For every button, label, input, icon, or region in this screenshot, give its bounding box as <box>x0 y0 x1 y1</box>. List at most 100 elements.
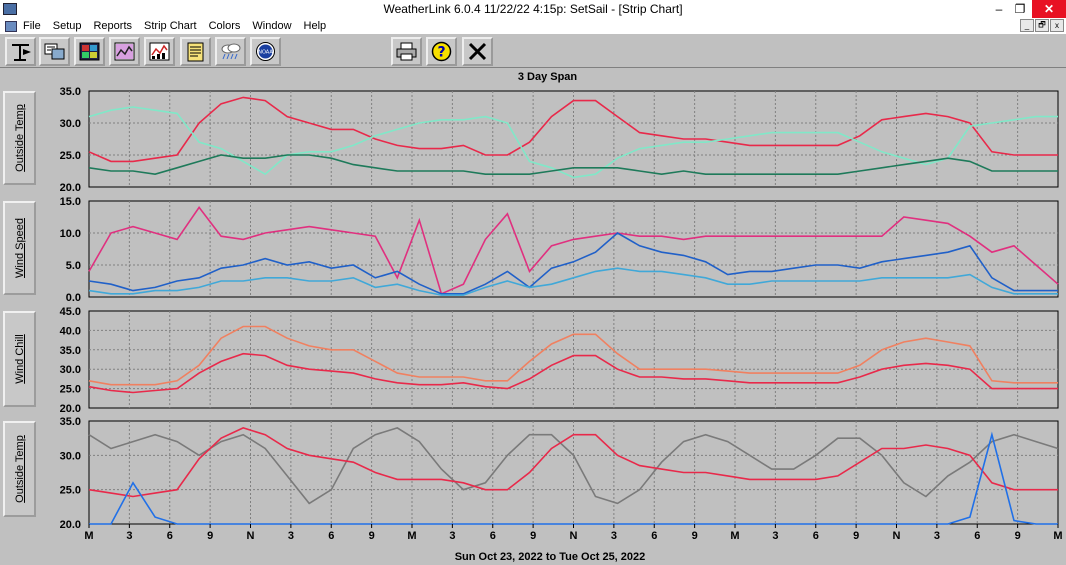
mdi-close-button[interactable]: x <box>1050 19 1064 32</box>
y-tick-label: 25.0 <box>60 485 81 497</box>
bulletin-icon <box>79 42 100 61</box>
x-tick-label: 9 <box>207 530 213 542</box>
y-tick-label: 20.0 <box>60 403 81 415</box>
series-line <box>88 267 1058 296</box>
menu-help[interactable]: Help <box>303 20 327 32</box>
x-tick-label: M <box>407 530 416 542</box>
series-line <box>88 427 1059 505</box>
minimize-button[interactable]: – <box>995 2 1003 16</box>
date-range: Sun Oct 23, 2022 to Tue Oct 25, 2022 <box>454 551 646 563</box>
x-tick-label: M <box>730 530 739 542</box>
span-title: 3 Day Span <box>517 71 578 83</box>
series-line <box>88 96 1058 163</box>
y-tick-label: 25.0 <box>60 150 81 162</box>
mdi-controls: _ 🗗 x <box>1019 19 1064 32</box>
summary-icon <box>114 42 135 61</box>
y-tick-label: 15.0 <box>60 196 81 208</box>
maximize-button[interactable]: ❐ <box>1014 2 1026 16</box>
y-tick-label: 35.0 <box>60 345 81 357</box>
menu-file[interactable]: File <box>23 20 41 32</box>
x-tick-label: M <box>1053 530 1062 542</box>
strip-chart-button[interactable] <box>144 37 175 66</box>
y-tick-label: 35.0 <box>60 86 81 98</box>
menu-bar: File Setup Reports Strip Chart Colors Wi… <box>0 18 1066 34</box>
x-tick-label: 3 <box>772 530 778 542</box>
close-chart-button[interactable] <box>462 37 493 66</box>
document-icon[interactable] <box>5 20 17 32</box>
x-tick-label: 3 <box>611 530 617 542</box>
download-icon <box>44 43 65 60</box>
x-tick-label: 3 <box>449 530 455 542</box>
menu-colors[interactable]: Colors <box>208 20 241 32</box>
download-button[interactable] <box>39 37 70 66</box>
x-tick-label: N <box>893 530 901 542</box>
series-line <box>88 106 1058 179</box>
noaa-label: NOAA <box>258 50 273 56</box>
station-icon <box>12 44 31 61</box>
x-tick-label: 9 <box>1015 530 1021 542</box>
mdi-restore-button[interactable]: 🗗 <box>1035 19 1049 32</box>
noaa-icon: NOAA <box>256 42 275 61</box>
notepad-icon <box>187 42 204 62</box>
x-tick-label: 6 <box>167 530 173 542</box>
x-tick-label: M <box>84 530 93 542</box>
x-tick-label: 9 <box>853 530 859 542</box>
x-tick-label: 9 <box>692 530 698 542</box>
noaa-button[interactable]: NOAA <box>250 37 281 66</box>
close-icon <box>468 42 487 61</box>
y-tick-label: 30.0 <box>60 450 81 462</box>
station-button[interactable] <box>5 37 36 66</box>
menu-strip-chart[interactable]: Strip Chart <box>144 20 197 32</box>
y-tick-label: 40.0 <box>60 325 81 337</box>
toolbar: NOAA ? <box>0 34 1066 68</box>
series-line <box>88 232 1058 295</box>
menu-setup[interactable]: Setup <box>52 20 82 32</box>
y-tick-label: 35.0 <box>60 416 81 428</box>
series-line <box>88 206 1059 295</box>
x-tick-label: N <box>247 530 255 542</box>
y-tick-label: 45.0 <box>60 306 81 318</box>
panel-label-outside-temp[interactable]: Outside Temp <box>3 91 36 185</box>
menu-window[interactable]: Window <box>252 20 292 32</box>
app-icon[interactable] <box>3 3 17 15</box>
weather-icon <box>221 43 241 60</box>
title-bar: WeatherLink 6.0.4 11/22/22 4:15p: SetSai… <box>0 0 1066 18</box>
series-line <box>88 427 1058 498</box>
y-tick-label: 0.0 <box>66 292 81 304</box>
y-tick-label: 20.0 <box>60 519 81 531</box>
x-tick-label: 6 <box>813 530 819 542</box>
x-tick-label: 6 <box>974 530 980 542</box>
x-tick-label: 3 <box>934 530 940 542</box>
window-title: WeatherLink 6.0.4 11/22/22 4:15p: SetSai… <box>383 2 683 16</box>
x-tick-label: 3 <box>126 530 132 542</box>
y-tick-label: 30.0 <box>60 364 81 376</box>
notepad-button[interactable] <box>180 37 211 66</box>
panel-label-wind-chill[interactable]: Wind Chill <box>3 311 36 407</box>
y-tick-label: 20.0 <box>60 182 81 194</box>
svg-text:?: ? <box>437 45 445 61</box>
strip-chart-icon <box>149 42 170 61</box>
print-icon <box>396 42 417 61</box>
help-button[interactable]: ? <box>426 37 457 66</box>
x-tick-label: 6 <box>328 530 334 542</box>
y-tick-label: 30.0 <box>60 118 81 130</box>
strip-chart-area: 3 Day Span Outside Temp Wind Speed Wind … <box>0 69 1066 565</box>
panel-label-wind-speed[interactable]: Wind Speed <box>3 201 36 295</box>
series-line <box>88 154 1058 176</box>
x-tick-label: N <box>570 530 578 542</box>
y-tick-label: 25.0 <box>60 384 81 396</box>
panel-label-outside-temp-2[interactable]: Outside Temp <box>3 421 36 517</box>
x-tick-label: 6 <box>651 530 657 542</box>
series-line <box>88 325 1058 386</box>
mdi-minimize-button[interactable]: _ <box>1020 19 1034 32</box>
weather-button[interactable] <box>215 37 246 66</box>
menu-reports[interactable]: Reports <box>93 20 133 32</box>
summary-button[interactable] <box>109 37 140 66</box>
series-line <box>88 352 1058 394</box>
plot-frame <box>88 420 1059 525</box>
bulletin-button[interactable] <box>74 37 105 66</box>
print-button[interactable] <box>391 37 422 66</box>
x-tick-label: 3 <box>288 530 294 542</box>
close-button[interactable]: ✕ <box>1032 0 1066 18</box>
y-tick-label: 5.0 <box>66 260 81 272</box>
